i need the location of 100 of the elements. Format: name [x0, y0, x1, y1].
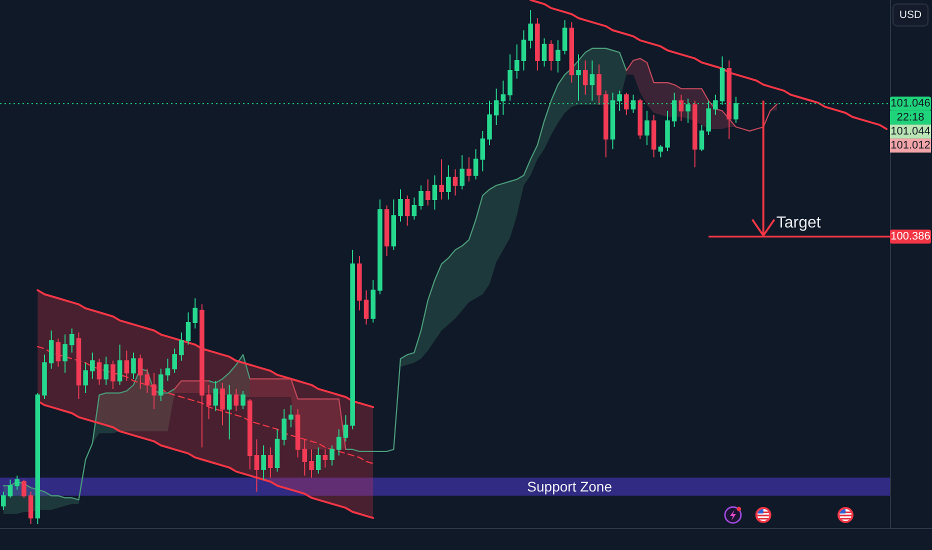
candlestick	[658, 144, 664, 158]
candlestick	[466, 156, 472, 182]
candlestick	[638, 98, 642, 140]
candlestick	[665, 110, 670, 152]
candlestick	[378, 199, 382, 295]
candlestick	[117, 344, 122, 386]
candlestick	[206, 384, 212, 420]
candlestick	[96, 358, 102, 386]
candlestick	[528, 10, 533, 49]
candlestick	[76, 332, 82, 400]
text: 101.044	[890, 126, 930, 138]
candlestick	[460, 154, 464, 190]
candlestick	[14, 475, 20, 490]
candlestick	[62, 334, 68, 374]
candlestick	[282, 408, 286, 446]
candlestick	[274, 428, 280, 472]
candlestick	[56, 338, 61, 368]
candlestick	[268, 446, 273, 478]
candlestick	[248, 398, 252, 470]
candlestick	[90, 352, 95, 380]
candlestick	[542, 38, 547, 68]
ref-line-label: Target	[776, 214, 822, 232]
candlestick	[364, 290, 369, 325]
candlestick	[596, 64, 602, 106]
candlestick	[172, 348, 177, 374]
candlestick	[672, 92, 677, 128]
candlestick	[213, 380, 218, 412]
candlestick	[412, 196, 417, 220]
candlestick	[569, 22, 574, 84]
candlestick	[713, 94, 718, 116]
line-series	[36, 289, 374, 408]
candlestick	[404, 194, 410, 226]
candlestick	[28, 491, 34, 524]
candlestick	[514, 44, 520, 80]
candlestick	[8, 479, 13, 498]
candlestick	[357, 255, 362, 311]
line-series	[530, 0, 888, 130]
candlestick	[220, 382, 225, 426]
candlestick	[70, 328, 74, 354]
candlestick	[582, 60, 588, 96]
candlestick	[192, 298, 198, 329]
candlestick	[186, 312, 191, 346]
candlestick	[1, 491, 6, 510]
text: 22:18	[896, 112, 924, 124]
candlestick	[398, 188, 403, 222]
candlestick	[556, 40, 560, 74]
candlestick	[110, 360, 116, 390]
candlestick	[432, 174, 438, 210]
candlestick	[42, 354, 47, 400]
candlestick	[261, 444, 266, 480]
candlestick	[295, 408, 300, 458]
line-series	[37, 346, 374, 464]
y-tick-label: 101.046	[890, 98, 930, 110]
candlestick	[152, 372, 156, 410]
candlestick	[384, 205, 390, 256]
candlestick	[131, 352, 136, 380]
candlestick	[426, 178, 430, 206]
candlestick	[562, 20, 568, 55]
candlestick	[617, 90, 622, 112]
candlestick	[309, 448, 314, 478]
candlestick	[254, 438, 260, 492]
candlestick	[590, 60, 595, 102]
candlestick	[138, 354, 143, 390]
candlestick	[452, 168, 458, 196]
candlestick	[439, 158, 444, 200]
candlestick	[678, 94, 684, 122]
candlestick	[48, 330, 54, 370]
candlestick	[343, 414, 348, 442]
candlestick	[734, 96, 738, 124]
candlestick	[83, 362, 88, 394]
candlestick	[726, 60, 732, 140]
candlestick	[446, 164, 451, 200]
candlestick	[336, 428, 342, 456]
candlestick	[165, 358, 170, 382]
candlestick	[226, 384, 232, 440]
candlestick	[104, 356, 108, 386]
candlestick	[200, 304, 204, 448]
text: 101.012	[890, 140, 930, 152]
candlestick	[644, 110, 650, 146]
candlestick	[179, 332, 184, 362]
candlestick	[240, 390, 246, 410]
candlestick	[508, 54, 512, 102]
candlestick	[302, 438, 308, 476]
candlestick	[322, 448, 328, 468]
candlestick	[494, 88, 499, 126]
candlestick	[35, 392, 40, 524]
candlestick	[316, 446, 321, 474]
candlestick	[370, 280, 376, 323]
candlestick	[473, 148, 478, 180]
candlestick	[144, 368, 150, 394]
y-axis-title: USD	[899, 9, 922, 21]
candlestick	[624, 92, 629, 116]
candlestick	[487, 100, 492, 146]
candlestick	[391, 199, 396, 250]
candlestick	[535, 18, 540, 72]
candlestick	[124, 350, 130, 382]
band-label: Support Zone	[527, 478, 612, 495]
candlestick	[418, 184, 424, 210]
candlestick	[576, 54, 581, 102]
candlestick	[480, 130, 486, 172]
